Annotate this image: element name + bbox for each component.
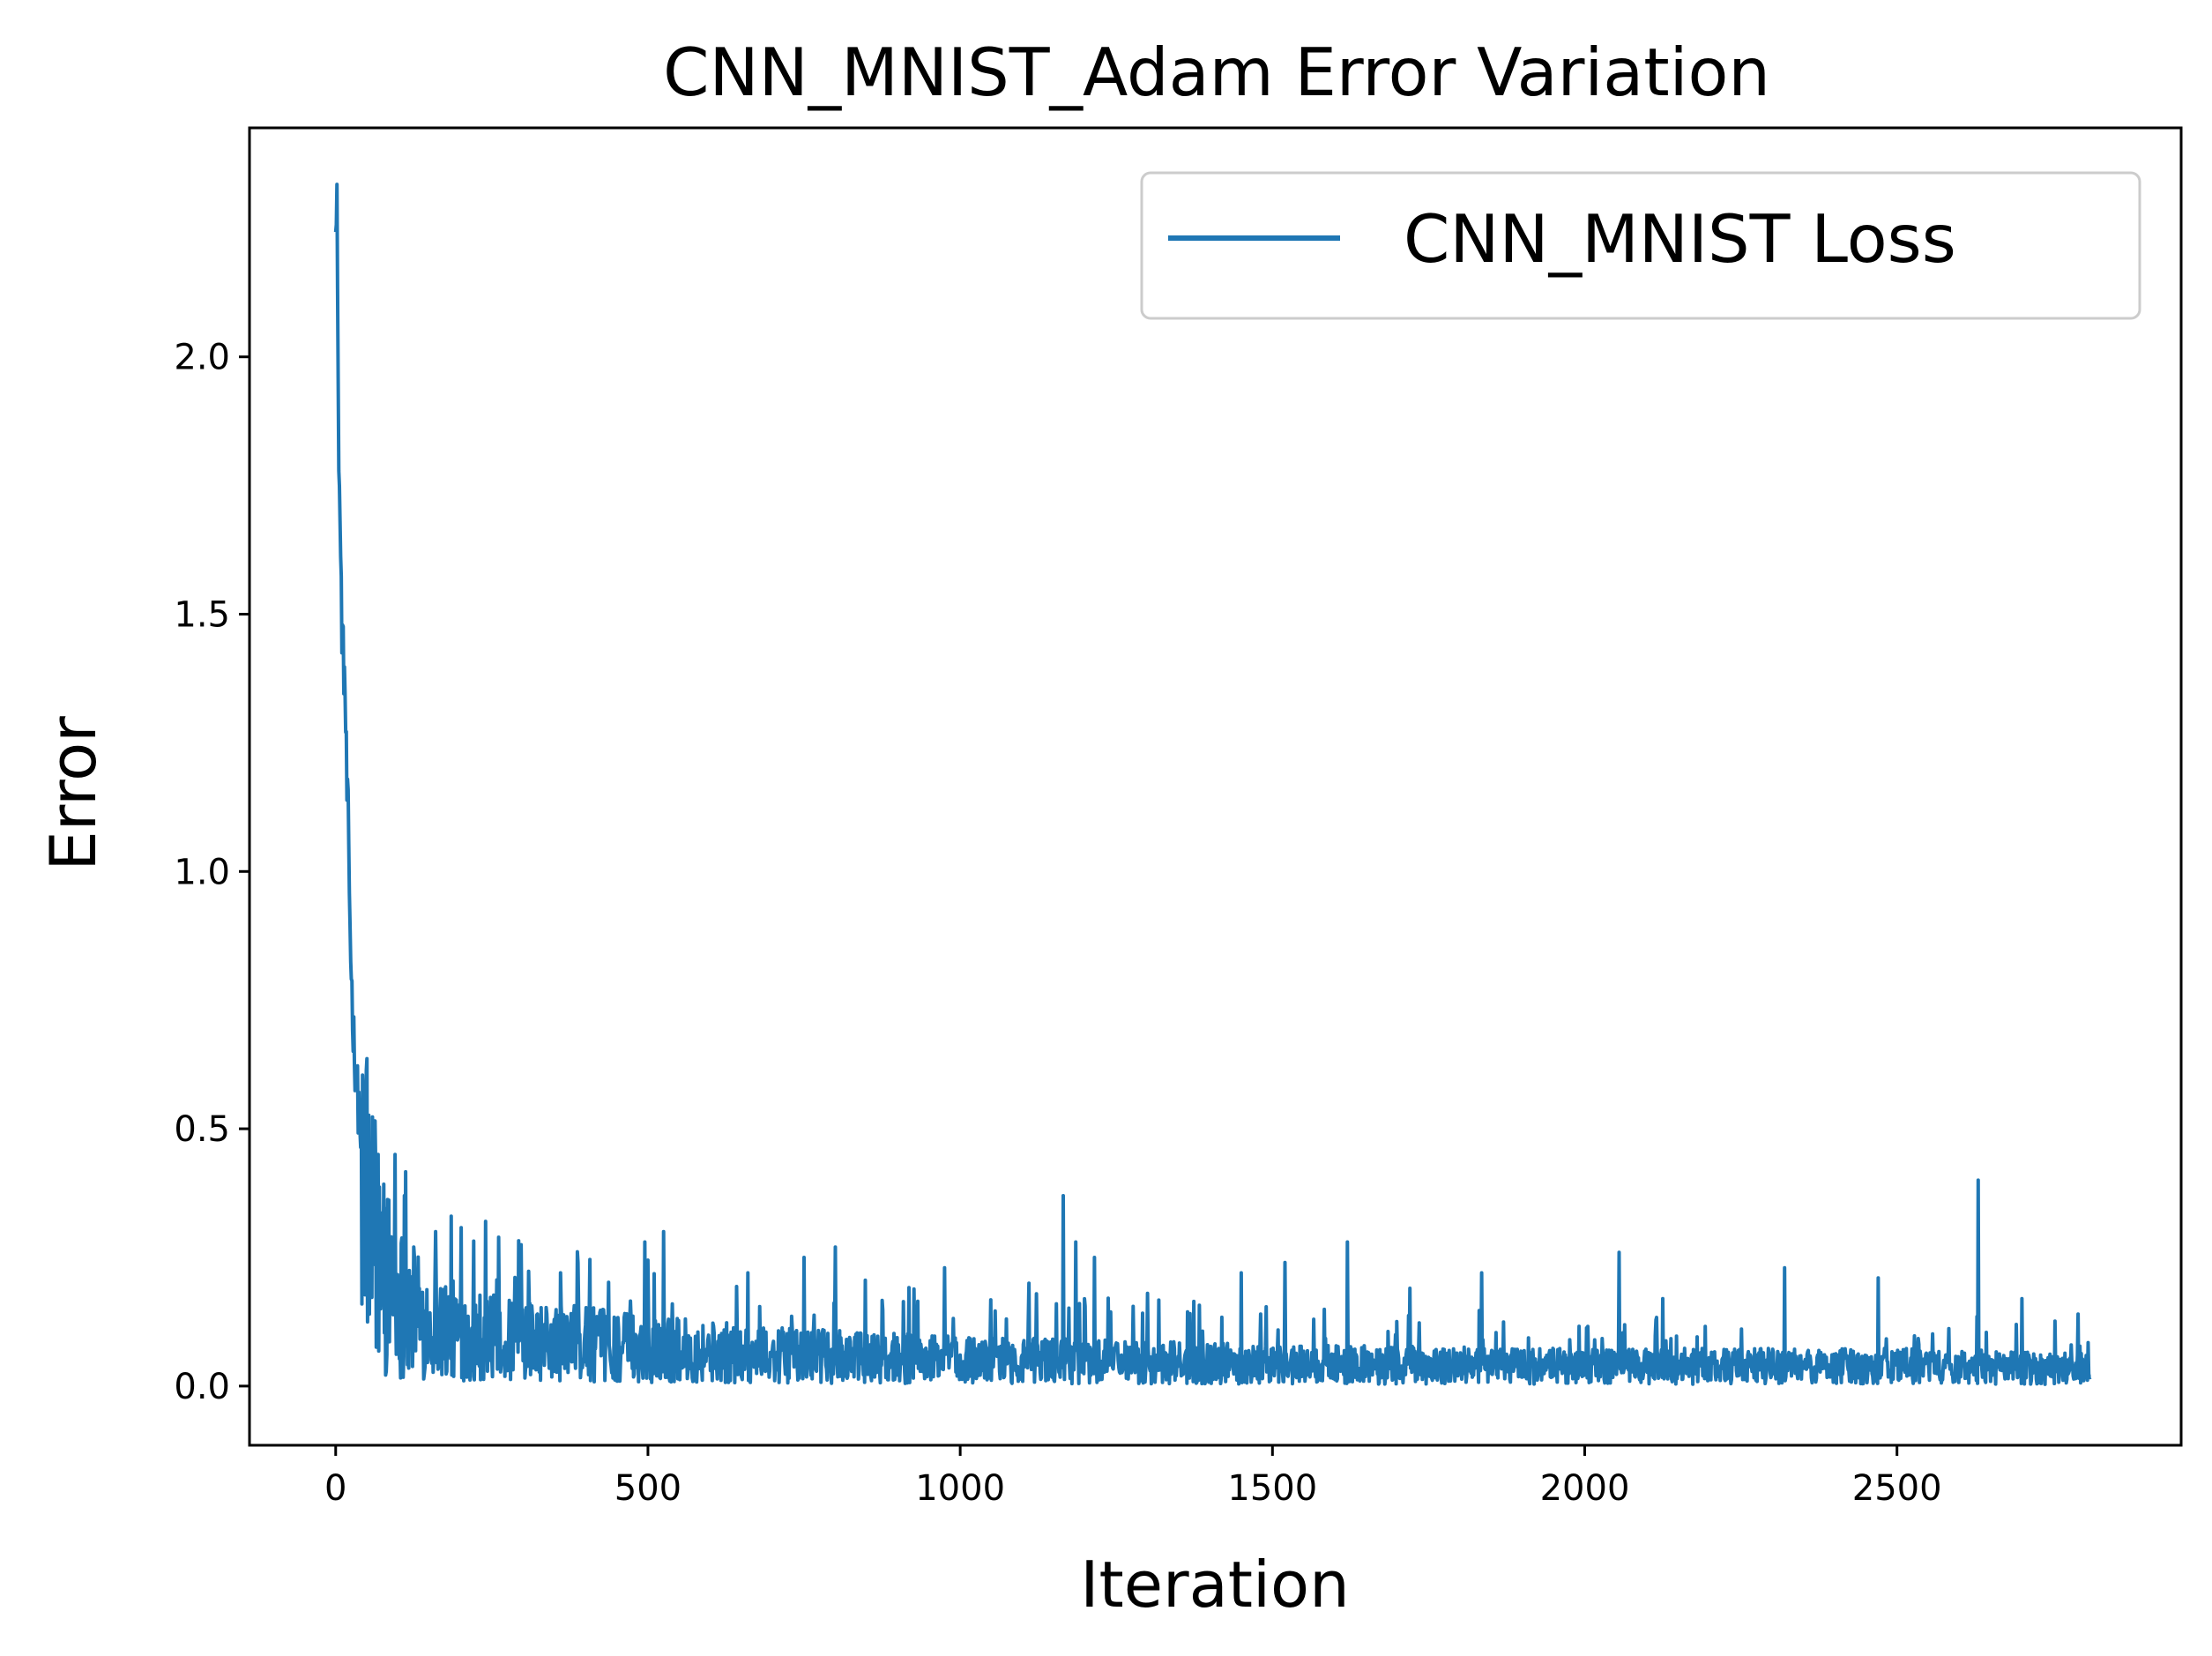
y-tick-label: 0.5 [174, 1109, 230, 1150]
plot-area: 0 500 1000 1500 2000 2500 0.0 0.5 1.0 1.5 2.0 [174, 126, 2183, 1509]
x-axis-label: Iteration [1080, 1548, 1349, 1622]
y-tick-label: 2.0 [174, 338, 230, 378]
y-tick-label: 0.0 [174, 1367, 230, 1407]
legend: CNN_MNIST Loss [1140, 171, 2141, 320]
x-tick-label: 500 [614, 1468, 681, 1509]
axes-frame [248, 126, 2183, 1447]
x-tick-label: 1500 [1227, 1468, 1317, 1509]
chart-title: CNN_MNIST_Adam Error Variation [663, 34, 1770, 111]
x-axis-ticks: 0 500 1000 1500 2000 2500 [324, 1445, 1942, 1509]
series-layer [333, 183, 2092, 1386]
x-tick-label: 0 [324, 1468, 346, 1509]
x-tick-label: 2000 [1540, 1468, 1630, 1509]
y-axis-ticks: 0.0 0.5 1.0 1.5 2.0 [174, 338, 250, 1407]
x-tick-label: 1000 [915, 1468, 1005, 1509]
y-tick-label: 1.0 [174, 852, 230, 892]
y-tick-label: 1.5 [174, 594, 230, 635]
x-tick-label: 2500 [1852, 1468, 1942, 1509]
legend-label-cnn-mnist-loss: CNN_MNIST Loss [1404, 200, 1956, 278]
legend-box [1140, 171, 2141, 320]
y-axis-label: Error [36, 716, 110, 871]
series-line-cnn-mnist-loss [333, 183, 2092, 1386]
